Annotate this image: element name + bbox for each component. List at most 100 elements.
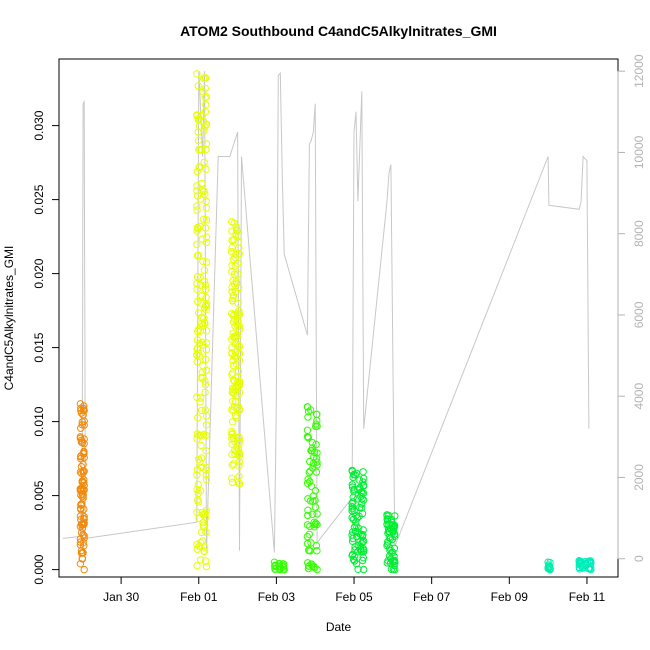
data-point (352, 522, 360, 530)
data-point (357, 504, 366, 512)
point-series-3 (270, 558, 288, 574)
y2-tick-label: 4000 (632, 383, 646, 410)
data-point (202, 557, 210, 565)
data-point (231, 450, 239, 458)
data-point (235, 452, 244, 460)
data-point (202, 216, 211, 224)
data-point (198, 292, 206, 300)
data-point (233, 322, 242, 330)
data-point (80, 515, 88, 523)
data-point (194, 136, 203, 145)
data-point (304, 506, 312, 514)
data-point (231, 411, 240, 420)
data-point (304, 511, 312, 520)
data-point (193, 465, 202, 474)
data-point (228, 218, 236, 226)
data-point (193, 279, 201, 288)
data-point (77, 546, 86, 555)
data-point (197, 538, 205, 547)
data-point (389, 557, 397, 566)
y2-tick-label: 2000 (632, 464, 646, 491)
point-series-4 (303, 403, 321, 574)
data-point (358, 556, 367, 565)
data-point (304, 413, 312, 421)
data-point (306, 477, 314, 486)
data-point (193, 344, 202, 352)
altitude-line (62, 71, 590, 553)
data-point (228, 430, 236, 439)
data-point (232, 331, 241, 339)
point-series-2 (228, 218, 244, 488)
data-point (279, 560, 288, 568)
data-point (310, 518, 318, 526)
data-point (312, 468, 321, 476)
data-point (193, 206, 201, 214)
data-point (193, 435, 201, 443)
points-layer (76, 70, 595, 574)
x-tick-label: Jan 30 (103, 590, 139, 604)
data-point (353, 514, 361, 522)
data-point (310, 523, 318, 531)
data-point (77, 469, 86, 477)
data-point (306, 522, 314, 531)
data-point (201, 380, 210, 389)
data-point (390, 544, 399, 552)
data-point (350, 506, 358, 515)
data-point (197, 406, 206, 415)
point-series-8 (575, 557, 595, 574)
data-point (229, 388, 237, 396)
y-tick-label: 0.025 (32, 184, 46, 214)
data-point (194, 82, 202, 90)
data-point (194, 325, 203, 333)
data-point (350, 523, 359, 531)
data-point (228, 288, 236, 296)
data-point (198, 186, 207, 194)
data-point (231, 315, 239, 324)
data-point (275, 560, 283, 568)
data-point (235, 307, 243, 315)
data-point (202, 294, 210, 302)
y-tick-label: 0.030 (32, 110, 46, 140)
data-point (202, 421, 211, 429)
data-point (76, 400, 85, 408)
data-point (234, 445, 243, 453)
data-point (229, 418, 237, 426)
data-point (312, 420, 320, 428)
data-point (312, 519, 320, 527)
data-point (200, 187, 208, 196)
data-point (232, 287, 240, 296)
data-point (359, 478, 367, 486)
data-point (197, 146, 206, 154)
data-point (195, 514, 203, 523)
data-point (193, 336, 202, 344)
x-tick-label: Feb 01 (180, 590, 218, 604)
data-point (308, 438, 317, 447)
x-tick-label: Feb 05 (335, 590, 373, 604)
data-point (383, 516, 391, 524)
y2-tick-label: 0 (632, 555, 646, 562)
data-point (390, 522, 399, 531)
data-point (271, 562, 279, 570)
chart-title: ATOM2 Southbound C4andC5Alkylnitrates_GM… (180, 23, 497, 39)
data-point (228, 244, 236, 252)
data-point (194, 498, 203, 506)
y2-tick-label: 8000 (632, 220, 646, 247)
data-point (202, 306, 211, 314)
data-point (80, 565, 88, 574)
data-point (360, 537, 368, 545)
data-point (228, 427, 236, 436)
data-point (199, 518, 207, 527)
data-point (351, 543, 359, 551)
data-point (79, 539, 87, 547)
y-tick-label: 0.020 (32, 258, 46, 288)
data-point (231, 340, 240, 348)
data-point (196, 273, 205, 281)
data-point (193, 562, 201, 570)
data-point (544, 558, 552, 566)
data-point (200, 318, 209, 327)
data-point (202, 466, 210, 474)
data-point (356, 537, 364, 545)
data-point (77, 549, 86, 557)
data-point (77, 454, 85, 463)
